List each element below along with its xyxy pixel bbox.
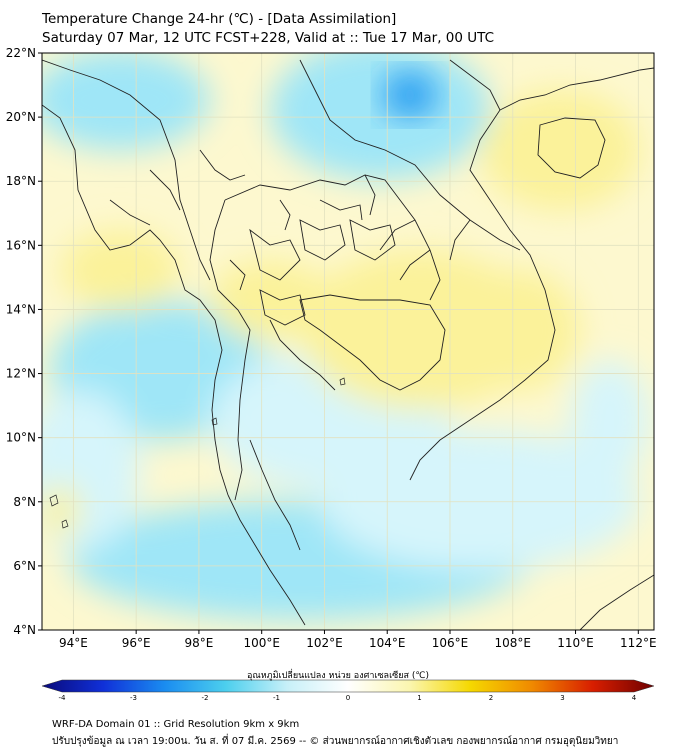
lat-tick-label: 14°N [6,302,36,316]
lat-tick-label: 20°N [6,110,36,124]
lon-tick-label: 110°E [557,636,594,650]
colorbar-tick-label: 3 [560,694,564,702]
longitude-axis: 94°E 96°E 98°E 100°E 102°E 104°E 106°E 108°E 110… [59,630,657,650]
field-patch [210,260,330,340]
country-borders [42,59,654,630]
colorbar-label: อุณหภูมิเปลี่ยนแปลง หน่วย องศาเซลเซียส (… [246,671,430,681]
lat-tick-label: 12°N [6,367,36,381]
field-patch [382,71,438,119]
field-patch [460,270,580,390]
lat-tick-label: 8°N [13,495,36,509]
colorbar-ticks: -4 -3 -2 -1 0 1 2 3 4 [59,694,637,702]
lon-tick-label: 100°E [243,636,280,650]
footer-update-info: ปรับปรุงข้อมูล ณ เวลา 19:00น. วัน ส. ที่… [52,736,619,747]
colorbar-tick-label: -3 [130,694,137,702]
lat-tick-label: 16°N [6,238,36,252]
field-patch [320,430,640,570]
field-patch [570,360,650,480]
latitude-axis: 22°N 20°N 18°N 16°N 14°N 12°N 10°N 8°N 6°N 4°N [6,46,42,637]
lat-tick-label: 6°N [13,559,36,573]
colorbar-tick-label: -1 [273,694,280,702]
field-patch [270,53,490,180]
colorbar-tick-label: 1 [417,694,421,702]
gridlines [42,53,654,630]
temperature-field [42,53,654,630]
lon-tick-label: 102°E [306,636,343,650]
field-patch [60,230,180,310]
lat-tick-label: 18°N [6,174,36,188]
lon-tick-label: 96°E [122,636,151,650]
field-patch [42,53,210,150]
field-patch [480,90,640,210]
lon-tick-label: 98°E [184,636,213,650]
chart-title: Temperature Change 24-hr (℃) - [Data Ass… [42,11,397,27]
chart-subtitle: Saturday 07 Mar, 12 UTC FCST+228, Valid … [42,30,495,46]
lon-tick-label: 112°E [620,636,657,650]
field-patch [42,390,140,550]
lon-tick-label: 94°E [59,636,88,650]
field-patch [42,485,80,535]
lon-tick-label: 108°E [495,636,532,650]
lon-tick-label: 104°E [369,636,406,650]
lon-tick-label: 106°E [432,636,469,650]
colorbar-tick-label: 0 [346,694,350,702]
colorbar-tick-label: 4 [632,694,637,702]
colorbar-tick-label: -4 [59,694,67,702]
colorbar-tick-label: -2 [202,694,209,702]
lat-tick-label: 4°N [13,623,36,637]
islands [49,377,346,529]
plot-frame [41,52,655,631]
footer-model-info: WRF-DA Domain 01 :: Grid Resolution 9km … [52,719,300,730]
colorbar-bar [41,679,655,693]
colorbar: -4 -3 -2 -1 0 1 2 3 4 [41,679,655,702]
lat-tick-label: 22°N [6,46,36,60]
colorbar-tick-label: 2 [489,694,493,702]
lat-tick-label: 10°N [6,431,36,445]
